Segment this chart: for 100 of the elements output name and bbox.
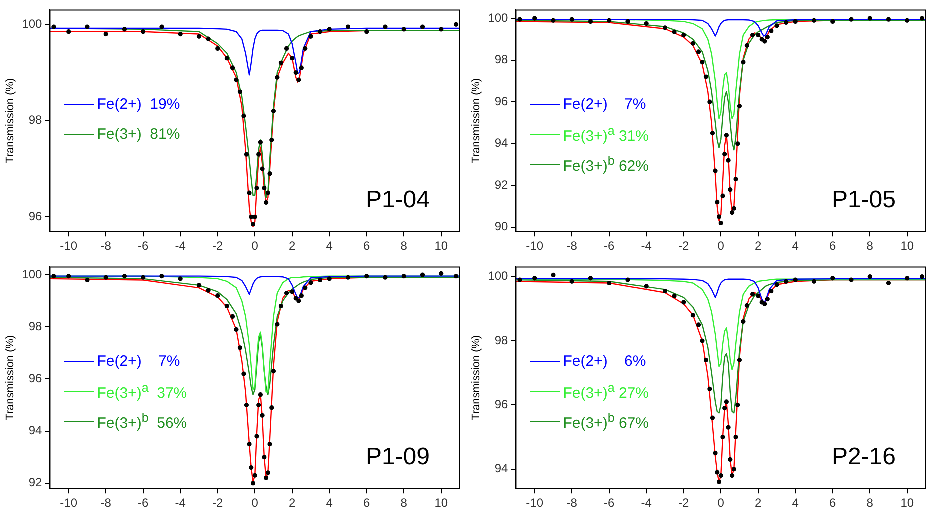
point [327, 276, 332, 282]
point [439, 27, 444, 32]
point [682, 300, 686, 305]
point [784, 279, 789, 284]
point [206, 288, 211, 293]
x-tick-label: 10 [900, 239, 914, 254]
y-axis-title: Transmission (%) [470, 78, 483, 164]
point [244, 152, 250, 157]
point [454, 22, 459, 27]
point [383, 24, 388, 30]
legend-label: Fe(2+) 7% [97, 353, 180, 370]
annotation: P1-05 [832, 186, 896, 214]
point [104, 32, 108, 37]
point [734, 177, 738, 182]
point [551, 272, 556, 278]
point [716, 480, 722, 484]
x-tick-label: -8 [566, 496, 578, 510]
point [242, 372, 246, 376]
point [290, 290, 295, 294]
x-tick-label: 4 [326, 496, 334, 510]
point [252, 473, 258, 478]
point [736, 402, 740, 408]
point [196, 34, 202, 39]
y-tick-label: 100 [22, 16, 43, 31]
x-tick-label: -8 [566, 239, 578, 254]
point [244, 402, 250, 408]
point [264, 476, 269, 480]
point [122, 27, 128, 32]
point [104, 275, 108, 280]
point [85, 278, 90, 283]
point [256, 402, 262, 408]
point [728, 457, 733, 462]
point [85, 24, 90, 30]
x-tick-label: 2 [289, 239, 296, 254]
y-axis-title: Transmission (%) [4, 335, 17, 420]
point [532, 16, 538, 21]
point [713, 168, 718, 174]
legend-label: Fe(3+)$^{a}$ 31% [563, 124, 649, 146]
point [270, 138, 274, 142]
x-tick-label: 8 [866, 239, 874, 254]
x-tick-label: -8 [100, 496, 112, 510]
point [708, 386, 712, 392]
point [744, 43, 750, 48]
point [318, 30, 323, 34]
x-tick-label: 0 [718, 496, 725, 510]
point [271, 108, 276, 114]
point [720, 434, 726, 440]
point [247, 190, 252, 196]
point [732, 206, 736, 211]
annotation: P1-04 [366, 186, 430, 214]
point [238, 90, 243, 94]
point [730, 473, 735, 478]
point [720, 194, 726, 198]
x-tick-label: 0 [718, 239, 725, 254]
y-tick-label: 92 [494, 178, 509, 192]
point [551, 18, 556, 23]
point [716, 214, 722, 220]
point [303, 46, 308, 52]
x-tick-label: 2 [289, 496, 296, 510]
point [249, 214, 254, 220]
legend-label: Fe(2+) 6% [563, 353, 646, 370]
annotation: P2-16 [832, 444, 896, 471]
y-tick-label: 90 [494, 220, 509, 234]
y-tick-label: 94 [494, 136, 509, 150]
point [299, 294, 304, 298]
point [662, 288, 668, 294]
x-tick-label: -6 [604, 496, 616, 510]
point [713, 451, 718, 456]
point [318, 278, 323, 283]
x-tick-label: -4 [175, 496, 186, 510]
point [750, 32, 756, 38]
point [238, 346, 243, 350]
point [402, 274, 406, 279]
point [256, 152, 262, 157]
point [718, 220, 724, 226]
point [66, 30, 72, 34]
point [224, 304, 230, 309]
point [793, 278, 798, 282]
point [734, 434, 738, 440]
annotation: P1-09 [366, 444, 430, 471]
legend-label: Fe(3+)$^{b}$ 56% [97, 411, 188, 432]
point [178, 276, 183, 282]
x-tick-label: -2 [678, 239, 690, 254]
point [439, 271, 444, 276]
point [708, 100, 712, 104]
x-tick-label: -2 [212, 239, 224, 254]
x-tick-label: -6 [138, 239, 150, 254]
x-tick-label: -4 [175, 239, 186, 254]
legend-label: Fe(3+)$^{b}$ 62% [563, 154, 649, 176]
y-tick-label: 100 [488, 10, 509, 25]
point [250, 481, 256, 486]
point [920, 274, 925, 280]
point [736, 142, 740, 146]
point [266, 470, 270, 476]
point [690, 313, 696, 318]
point [294, 70, 298, 76]
point [570, 279, 574, 284]
point [769, 28, 774, 34]
point [682, 32, 686, 38]
point [886, 17, 892, 22]
